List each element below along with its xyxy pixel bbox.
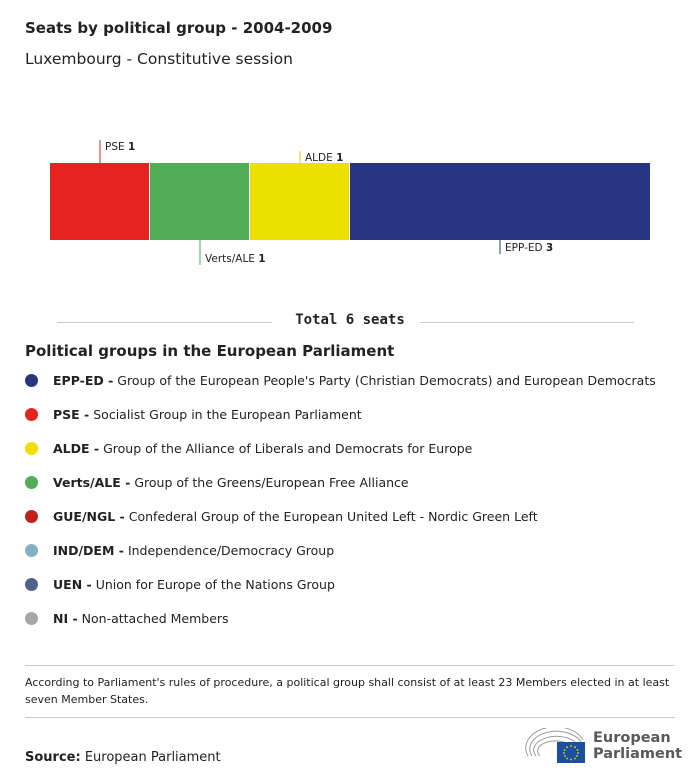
bar-label-group: PSE — [105, 141, 128, 153]
legend-abbr: UEN - — [53, 577, 92, 592]
legend-dot-icon — [25, 510, 38, 523]
legend-abbr: GUE/NGL - — [53, 509, 125, 524]
source: Source: European Parliament — [25, 750, 221, 765]
legend-item: UEN - Union for Europe of the Nations Gro… — [25, 577, 335, 592]
legend-item: IND/DEM - Independence/Democracy Group — [25, 543, 334, 558]
legend-abbr: NI - — [53, 611, 78, 626]
bar-label-value: 1 — [336, 152, 343, 164]
legend-dot-icon — [25, 374, 38, 387]
legend-name: Socialist Group in the European Parliame… — [93, 407, 362, 422]
total-seats: Total 6 seats — [285, 312, 415, 328]
total-divider-left — [57, 322, 272, 323]
legend-abbr: ALDE - — [53, 441, 100, 456]
total-row: Total 6 seats — [0, 312, 700, 328]
bar-segment-Verts/ALE — [150, 163, 249, 240]
legend-dot-icon — [25, 544, 38, 557]
legend-item: ALDE - Group of the Alliance of Liberals … — [25, 441, 472, 456]
legend-name: Confederal Group of the European United … — [128, 509, 538, 524]
chart-subtitle: Luxembourg - Constitutive session — [25, 50, 293, 68]
bar-label-value: 3 — [546, 242, 553, 254]
legend-dot-icon — [25, 578, 38, 591]
source-label: Source: — [25, 750, 81, 765]
bar-segment-ALDE — [250, 163, 349, 240]
bar-label: PSE 1 — [105, 141, 135, 153]
bar-label: EPP-ED 3 — [505, 242, 553, 254]
bar-segment-EPP-ED — [350, 163, 650, 240]
legend-abbr: EPP-ED - — [53, 373, 114, 388]
bar-label-group: EPP-ED — [505, 242, 546, 254]
legend-abbr: Verts/ALE - — [53, 475, 131, 490]
legend-dot-icon — [25, 476, 38, 489]
legend-item: GUE/NGL - Confederal Group of the Europea… — [25, 509, 538, 524]
bar-label: Verts/ALE 1 — [205, 253, 266, 265]
legend-dot-icon — [25, 442, 38, 455]
logo-text-line1: European — [593, 730, 671, 746]
footnote: According to Parliament's rules of proce… — [25, 676, 670, 706]
legend-item: Verts/ALE - Group of the Greens/European … — [25, 475, 409, 490]
legend-title: Political groups in the European Parliam… — [25, 342, 395, 360]
bar-label-value: 1 — [258, 253, 265, 265]
parliament-hemicycle-icon — [525, 728, 585, 763]
bar-label-group: ALDE — [305, 152, 336, 164]
legend-name: Non-attached Members — [81, 611, 229, 626]
legend-name: Independence/Democracy Group — [127, 543, 335, 558]
logo-text-line2: Parliament — [593, 746, 683, 762]
legend-item: NI - Non-attached Members — [25, 611, 229, 626]
legend-name: Group of the Alliance of Liberals and De… — [103, 441, 473, 456]
bar-segment-PSE — [50, 163, 149, 240]
legend-abbr: IND/DEM - — [53, 543, 124, 558]
legend-abbr: PSE - — [53, 407, 90, 422]
divider — [25, 717, 675, 718]
legend-name: Group of the European People's Party (Ch… — [117, 373, 656, 388]
divider — [25, 665, 675, 666]
legend-item: PSE - Socialist Group in the European Par… — [25, 407, 362, 422]
bar-label: ALDE 1 — [305, 152, 343, 164]
legend-dot-icon — [25, 408, 38, 421]
source-value: European Parliament — [84, 750, 221, 765]
chart-title: Seats by political group - 2004-2009 — [25, 19, 333, 37]
legend-item: EPP-ED - Group of the European People's P… — [25, 373, 656, 388]
bar-label-value: 1 — [128, 141, 135, 153]
total-divider-right — [420, 322, 634, 323]
legend-name: Union for Europe of the Nations Group — [95, 577, 335, 592]
legend-name: Group of the Greens/European Free Allian… — [134, 475, 409, 490]
legend-dot-icon — [25, 612, 38, 625]
bar-label-group: Verts/ALE — [205, 253, 258, 265]
eu-stars-icon — [563, 745, 579, 761]
european-parliament-logo: European Parliament — [525, 728, 682, 764]
